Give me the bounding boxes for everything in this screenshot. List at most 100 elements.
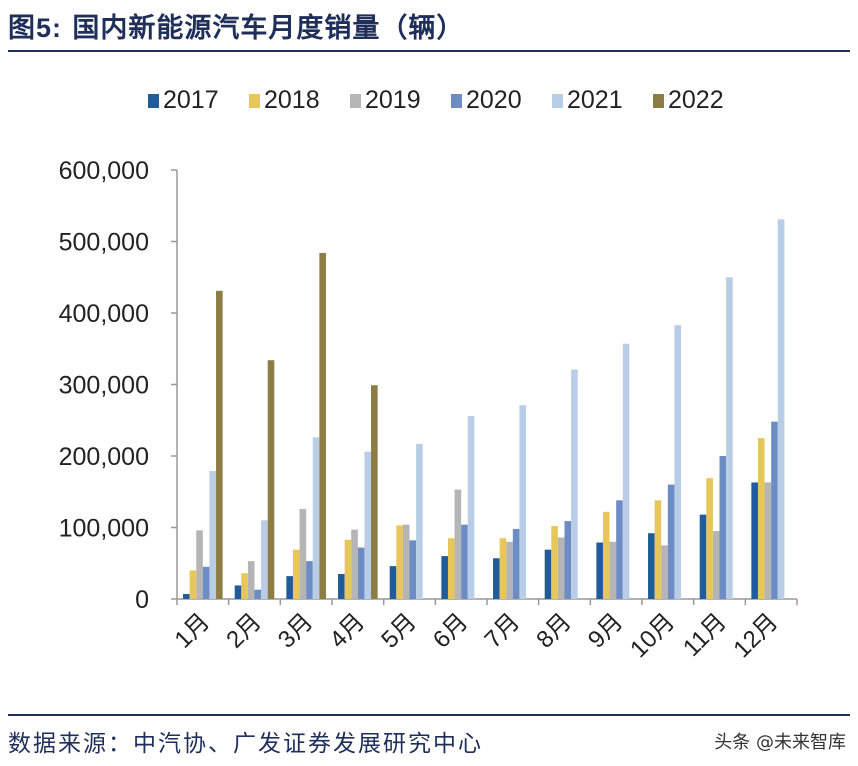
x-tick-label: 12月 [728, 608, 783, 663]
y-tick-label: 300,000 [59, 372, 149, 400]
bar-2018-12 [757, 438, 765, 599]
title-number: 5: [36, 13, 63, 43]
bar-2021-11 [726, 277, 733, 599]
x-tick-label: 5月 [376, 608, 422, 654]
bar-2021-12 [777, 219, 785, 599]
bar-2020-8 [564, 521, 572, 599]
x-tick-label: 4月 [325, 608, 371, 654]
bar-2019-3 [299, 508, 307, 599]
x-tick-label: 11月 [678, 608, 732, 662]
bar-2018-5 [396, 525, 403, 599]
legend-label-2021: 2021 [567, 86, 623, 114]
bar-2017-3 [286, 576, 293, 599]
title-rule [8, 50, 850, 52]
bar-2017-5 [389, 566, 397, 599]
legend-swatch-2018 [249, 94, 260, 108]
bar-2020-11 [719, 456, 727, 599]
y-tick-label: 200,000 [59, 443, 149, 471]
bar-2020-7 [512, 528, 520, 599]
legend-label-2018: 2018 [264, 86, 320, 114]
bar-2021-6 [467, 415, 475, 599]
bar-2020-5 [409, 540, 417, 599]
y-tick-label: 500,000 [59, 229, 149, 257]
bar-2017-8 [544, 549, 552, 599]
x-tick-label: 7月 [480, 608, 526, 654]
bar-2018-8 [551, 526, 558, 599]
bar-2018-4 [344, 539, 352, 599]
bar-2022-3 [319, 252, 326, 599]
bar-2019-7 [506, 541, 513, 599]
sales-bar-chart: 0 100,000 200,000 300,000 400,000 500,000 600,… [59, 86, 798, 663]
bar-2021-9 [622, 343, 630, 599]
legend-swatch-2022 [653, 94, 664, 108]
bar-2017-4 [338, 573, 345, 599]
source-rule [8, 714, 850, 716]
bar-2020-4 [357, 547, 365, 599]
bar-2022-4 [371, 385, 378, 599]
bar-2021-4 [364, 451, 372, 599]
bar-2019-4 [351, 529, 358, 599]
bar-2017-10 [648, 533, 655, 599]
legend-label-2020: 2020 [466, 86, 522, 114]
bar-2019-9 [609, 541, 617, 599]
bar-2020-1 [202, 566, 210, 599]
bar-2022-1 [216, 290, 223, 599]
bar-2020-10 [667, 484, 675, 599]
source-note: 数据来源：中汽协、广发证券发展研究中心 [8, 731, 483, 757]
bar-2020-6 [461, 524, 468, 599]
x-tick-label: 2月 [221, 608, 267, 654]
y-tick-label: 0 [135, 586, 149, 614]
bar-2017-2 [234, 585, 242, 599]
x-tick-label: 8月 [531, 608, 577, 654]
bar-2021-8 [571, 369, 578, 599]
legend-label-2022: 2022 [668, 86, 724, 114]
bar-2017-12 [751, 482, 758, 599]
bar-2018-2 [241, 573, 248, 599]
bar-2021-10 [674, 325, 682, 599]
bar-2020-3 [306, 561, 313, 599]
bar-2018-9 [602, 511, 610, 599]
legend-swatch-2020 [451, 94, 462, 108]
legend-swatch-2021 [552, 94, 563, 108]
bar-2018-11 [706, 478, 713, 599]
bar-2018-1 [189, 570, 197, 599]
figure-title: 图5: 国内新能源汽车月度销量（辆） [8, 6, 464, 45]
bar-2018-10 [654, 500, 662, 599]
x-tick-label: 6月 [428, 608, 474, 654]
bar-2019-2 [247, 561, 255, 599]
bar-2019-11 [712, 531, 720, 599]
bar-2017-6 [441, 556, 448, 599]
x-tick-label: 3月 [273, 608, 319, 654]
bar-2021-1 [209, 471, 217, 599]
bar-2017-9 [596, 542, 603, 599]
legend-swatch-2019 [350, 94, 361, 108]
bar-2020-9 [616, 500, 623, 599]
bar-2021-5 [416, 443, 423, 599]
x-tick-label: 10月 [625, 608, 680, 663]
bar-2021-7 [519, 405, 527, 599]
bar-2019-8 [557, 537, 565, 599]
bar-2019-12 [764, 482, 772, 599]
x-tick-label: 9月 [583, 608, 629, 654]
bar-2021-3 [312, 437, 320, 599]
bar-2021-2 [261, 520, 268, 599]
bar-2022-2 [267, 360, 275, 599]
bar-2017-11 [699, 514, 707, 599]
title-text: 国内新能源汽车月度销量（辆） [72, 13, 465, 44]
bar-2018-7 [499, 538, 507, 599]
y-tick-label: 600,000 [59, 157, 149, 185]
bar-2020-2 [254, 589, 262, 599]
legend-swatch-2017 [148, 94, 159, 108]
y-tick-label: 400,000 [59, 300, 149, 328]
bar-2020-12 [771, 421, 778, 599]
watermark: 头条 @未来智库 [714, 732, 846, 753]
bar-2019-1 [196, 530, 203, 599]
bar-2017-7 [493, 558, 500, 599]
bar-2017-1 [183, 593, 190, 599]
bar-2019-6 [454, 489, 462, 599]
bar-2018-6 [447, 538, 455, 599]
y-tick-label: 100,000 [59, 515, 149, 543]
bar-2018-3 [292, 549, 300, 599]
bar-2019-5 [402, 524, 410, 599]
legend-label-2017: 2017 [163, 86, 219, 114]
